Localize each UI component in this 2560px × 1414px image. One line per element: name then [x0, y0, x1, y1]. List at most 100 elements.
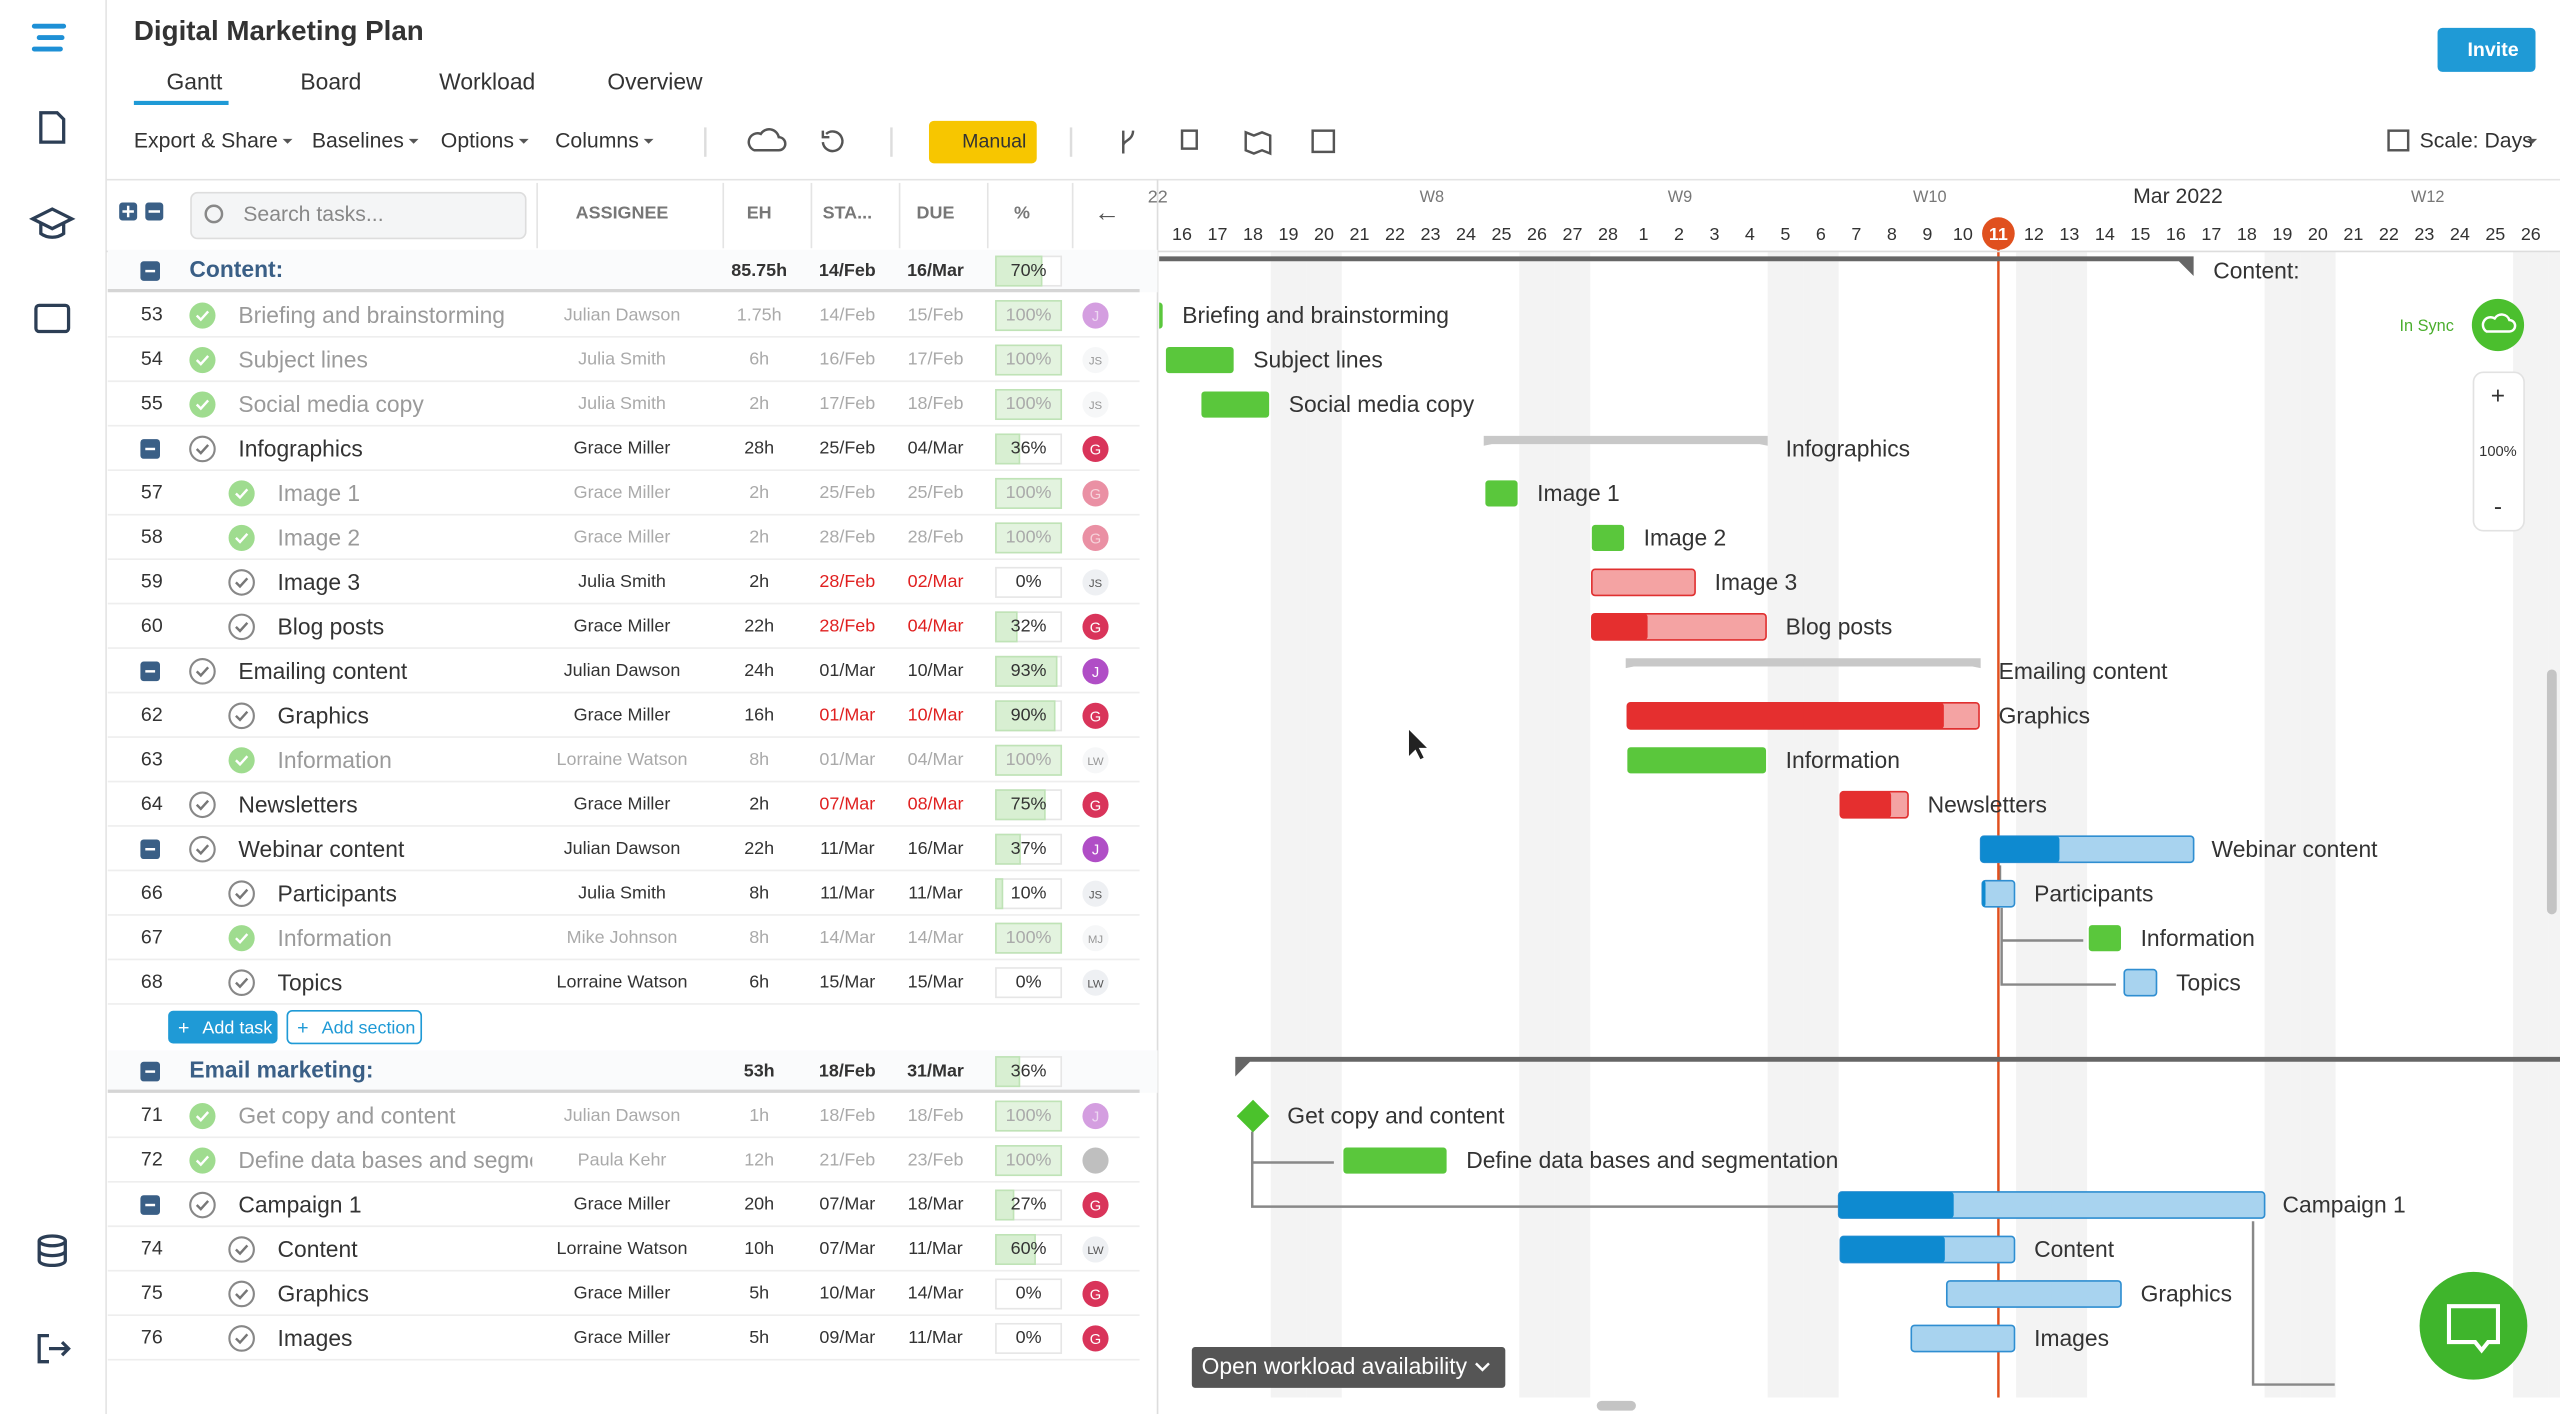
avatar[interactable]	[1082, 1103, 1109, 1130]
avatar[interactable]	[1082, 925, 1109, 952]
scrollbar[interactable]	[2546, 669, 2557, 915]
status-check[interactable]	[228, 880, 255, 908]
status-check[interactable]	[228, 702, 255, 730]
status-check[interactable]	[228, 1325, 255, 1352]
status-check[interactable]	[189, 835, 216, 863]
status-check[interactable]	[228, 747, 255, 774]
task-name[interactable]: Content	[278, 1236, 359, 1262]
tab[interactable]: Overview	[607, 68, 703, 94]
avatar[interactable]	[1082, 969, 1109, 996]
task-name[interactable]: Briefing and brainstorming	[238, 302, 505, 328]
task-name[interactable]: Information	[278, 747, 392, 773]
mode-label[interactable]: Manual	[962, 130, 1026, 152]
menu[interactable]: Options	[441, 130, 514, 153]
avatar[interactable]	[1082, 480, 1109, 507]
avatar[interactable]	[1082, 302, 1109, 329]
status-check[interactable]	[189, 1103, 216, 1130]
reports-icon[interactable]	[39, 111, 66, 144]
avatar[interactable]	[1082, 880, 1109, 907]
task-name[interactable]: Emailing content	[238, 658, 408, 684]
status-check[interactable]	[189, 1191, 216, 1219]
status-check[interactable]	[189, 391, 216, 418]
menu[interactable]: Columns	[555, 130, 639, 153]
avatar[interactable]	[1082, 1147, 1109, 1174]
add-section-button[interactable]	[286, 1009, 423, 1045]
task-name[interactable]: Graphics	[278, 702, 369, 728]
status-check[interactable]	[189, 435, 216, 463]
task-name[interactable]: Image 2	[278, 525, 361, 551]
status-check[interactable]	[228, 613, 255, 641]
status-check[interactable]	[189, 302, 216, 329]
task-name[interactable]: Graphics	[278, 1281, 369, 1307]
task-name[interactable]: Image 1	[278, 480, 361, 506]
add-task-button[interactable]	[168, 1010, 278, 1044]
task-name[interactable]: Information	[278, 925, 392, 951]
zoom-out[interactable]: -	[2494, 493, 2502, 520]
avatar[interactable]	[1082, 747, 1109, 774]
task-name[interactable]: Image 3	[278, 569, 361, 595]
map-icon[interactable]	[1244, 130, 1272, 156]
task-name[interactable]: Define data bases and segmentation	[238, 1147, 610, 1173]
scale-label[interactable]: Scale: Days	[2420, 130, 2533, 153]
column-header[interactable]: %	[1014, 203, 1030, 223]
mode-button[interactable]	[928, 120, 1037, 164]
undo-icon[interactable]	[821, 130, 844, 153]
avatar[interactable]	[1082, 1325, 1109, 1352]
task-name[interactable]: Blog posts	[278, 614, 385, 640]
status-check[interactable]	[228, 925, 255, 952]
avatar[interactable]	[1082, 569, 1109, 596]
avatar[interactable]	[1082, 391, 1109, 418]
task-name[interactable]: Newsletters	[238, 791, 357, 817]
collapse-panel[interactable]: ←	[1094, 197, 1120, 227]
sync-button[interactable]	[2471, 298, 2525, 352]
academy-icon[interactable]	[29, 207, 76, 239]
tab[interactable]: Gantt	[167, 68, 224, 94]
column-header[interactable]: DUE	[917, 203, 955, 223]
avatar[interactable]	[1082, 435, 1109, 463]
save-icon[interactable]	[747, 128, 787, 152]
status-check[interactable]	[228, 1280, 255, 1308]
avatar[interactable]	[1082, 524, 1109, 551]
avatar[interactable]	[1082, 702, 1109, 729]
task-name[interactable]: Webinar content	[238, 836, 405, 862]
invite-label[interactable]: Invite	[2467, 39, 2518, 61]
status-check[interactable]	[189, 791, 216, 819]
contacts-icon[interactable]	[34, 303, 71, 334]
table-icon[interactable]	[1311, 129, 1336, 154]
column-header[interactable]: ASSIGNEE	[576, 203, 669, 223]
workload-button[interactable]	[1191, 1347, 1506, 1388]
task-name[interactable]: Campaign 1	[238, 1192, 361, 1218]
avatar[interactable]	[1082, 1280, 1109, 1308]
search-box[interactable]	[190, 191, 527, 240]
task-name[interactable]: Get copy and content	[238, 1103, 456, 1129]
copy-icon[interactable]	[1180, 129, 1198, 150]
calendar-icon[interactable]	[2387, 129, 2410, 152]
avatar[interactable]	[1082, 658, 1109, 685]
task-name[interactable]: Participants	[278, 880, 397, 906]
column-header[interactable]: STA...	[823, 203, 873, 223]
menu[interactable]: Baselines	[312, 130, 404, 153]
status-check[interactable]	[189, 1147, 216, 1174]
task-name[interactable]: Subject lines	[238, 347, 368, 373]
avatar[interactable]	[1082, 1236, 1109, 1263]
chat-button[interactable]	[2419, 1271, 2528, 1380]
section-name[interactable]: Email marketing:	[189, 1057, 373, 1083]
status-check[interactable]	[228, 969, 255, 996]
avatar[interactable]	[1082, 613, 1109, 640]
status-check[interactable]	[228, 569, 255, 596]
column-header[interactable]: EH	[747, 203, 772, 223]
tab[interactable]: Workload	[439, 68, 535, 94]
tab[interactable]: Board	[300, 68, 361, 94]
logout-icon[interactable]	[37, 1333, 71, 1364]
status-check[interactable]	[189, 346, 216, 374]
avatar[interactable]	[1082, 791, 1109, 818]
avatar[interactable]	[1082, 1191, 1109, 1219]
avatar[interactable]	[1082, 346, 1109, 374]
task-name[interactable]: Topics	[278, 969, 343, 995]
menu[interactable]: Export & Share	[134, 130, 278, 153]
task-name[interactable]: Images	[278, 1325, 353, 1351]
zoom-in[interactable]: +	[2491, 382, 2505, 409]
status-check[interactable]	[228, 1236, 255, 1263]
status-check[interactable]	[228, 524, 255, 551]
add-section-label[interactable]: Add section	[322, 1017, 416, 1037]
